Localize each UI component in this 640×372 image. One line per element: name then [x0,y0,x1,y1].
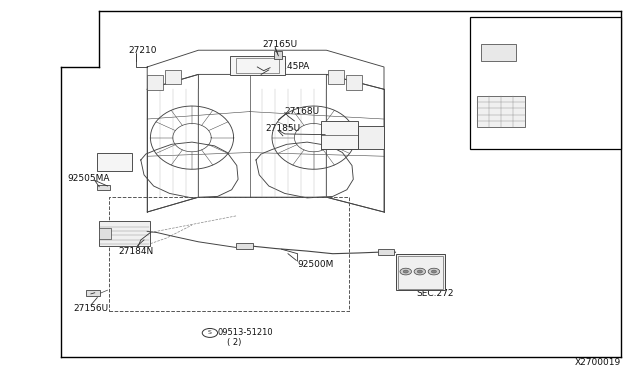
Circle shape [431,270,436,273]
Circle shape [403,270,408,273]
Bar [86,290,100,296]
Bar [358,126,384,149]
Circle shape [417,270,422,273]
Text: X2700019: X2700019 [575,358,621,367]
Text: 27020R: 27020R [544,94,579,103]
Bar [97,153,132,171]
Text: S: S [208,330,212,336]
Text: 27156U: 27156U [74,304,109,313]
Bar [477,96,525,127]
Text: 27184N: 27184N [118,247,154,256]
Bar [274,51,282,59]
Bar [165,70,181,84]
Bar [147,75,163,90]
Bar [470,17,621,149]
Text: ( 2): ( 2) [227,338,241,347]
Text: 27210: 27210 [128,46,157,55]
Text: SEC.272: SEC.272 [416,289,454,298]
Bar [236,58,279,73]
Text: 09513-51210: 09513-51210 [218,328,273,337]
Text: 92500M: 92500M [298,260,334,269]
Text: 92505MA: 92505MA [67,174,109,183]
Text: 27185U: 27185U [266,124,301,133]
Bar [378,249,394,255]
Bar [321,121,358,149]
Bar [328,70,344,84]
Text: 27020RA: 27020RA [541,48,581,57]
Bar [97,185,110,190]
Circle shape [400,268,412,275]
Text: 27168U: 27168U [285,107,320,116]
Bar [99,221,150,246]
Bar [236,243,253,249]
Text: 27245PA: 27245PA [270,62,309,71]
Bar [398,256,443,289]
Bar [481,44,516,61]
Circle shape [414,268,426,275]
Text: W/O ACC: W/O ACC [479,23,519,32]
Bar [396,254,445,290]
Text: 27165U: 27165U [262,40,298,49]
Bar [99,228,111,239]
Bar [230,56,285,75]
Bar [346,75,362,90]
Circle shape [428,268,440,275]
